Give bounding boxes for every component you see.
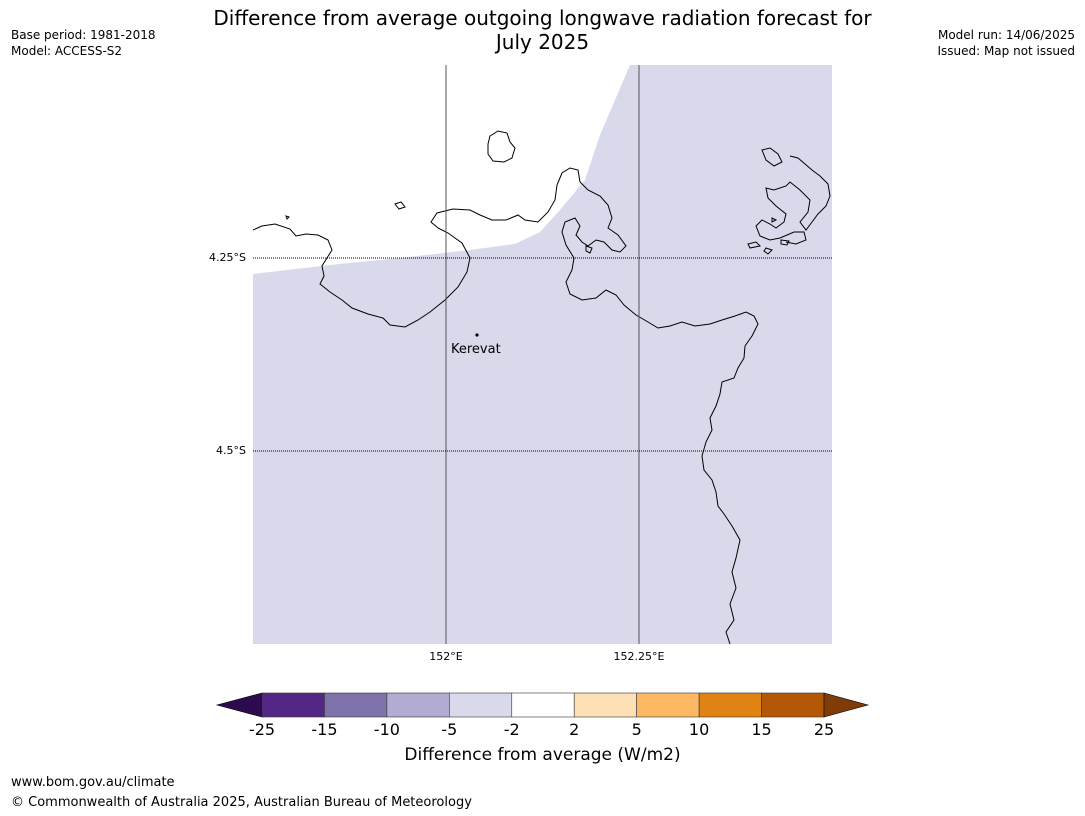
colorbar-extend-min	[215, 692, 263, 718]
issued-status: Issued: Map not issued	[937, 44, 1075, 58]
map-title-line-1: Difference from average outgoing longwav…	[213, 6, 872, 30]
colorbar-bin-6	[636, 692, 700, 718]
colorbar-bin-5	[573, 692, 637, 718]
meta-left: Base period: 1981-2018 Model: ACCESS-S2	[11, 27, 156, 59]
colorbar-bin-4	[511, 692, 575, 718]
lon-label-152: 152°E	[429, 650, 463, 663]
lon-label-152-25: 152.25°E	[613, 650, 665, 663]
colorbar-bin-0	[261, 692, 325, 718]
colorbar-tick: 25	[813, 720, 835, 739]
island-group-ne	[755, 147, 831, 245]
colorbar-tick: -25	[248, 720, 276, 739]
colorbar	[215, 692, 870, 718]
colorbar-tick: -10	[373, 720, 400, 739]
place-marker-kerevat	[475, 333, 479, 337]
colorbar-tick: 5	[631, 720, 642, 739]
colorbar-tick: -15	[311, 720, 338, 739]
coastline-main	[252, 167, 759, 645]
meta-right: Model run: 14/06/2025 Issued: Map not is…	[937, 27, 1075, 59]
colorbar-bin-3	[449, 692, 513, 718]
map-title-line-2: July 2025	[495, 30, 590, 54]
colorbar-bin-1	[324, 692, 388, 718]
colorbar-tick: 2	[569, 720, 580, 739]
footer-copyright: © Commonwealth of Australia 2025, Austra…	[11, 795, 472, 810]
place-label-kerevat: Kerevat	[451, 342, 501, 357]
island-north	[487, 130, 516, 163]
island-small-1	[394, 201, 406, 210]
footer-url[interactable]: www.bom.gov.au/climate	[11, 775, 175, 790]
lat-label-4-25: 4.25°S	[209, 251, 246, 264]
colorbar-label: Difference from average (W/m2)	[404, 745, 681, 765]
colorbar-extend-max	[823, 692, 870, 718]
base-period: Base period: 1981-2018	[11, 28, 156, 42]
model-run: Model run: 14/06/2025	[937, 28, 1075, 42]
model-name: Model: ACCESS-S2	[11, 44, 123, 58]
colorbar-tick: 15	[751, 720, 772, 739]
lat-label-4-5: 4.5°S	[216, 444, 246, 457]
colorbar-bin-8	[761, 692, 825, 718]
island-small-3	[585, 245, 593, 254]
anomaly-fill	[253, 65, 832, 644]
colorbar-tick: 10	[688, 720, 710, 739]
colorbar-tick: -5	[441, 720, 458, 739]
colorbar-tick: -2	[503, 720, 520, 739]
island-small-4	[747, 217, 790, 255]
colorbar-bin-2	[386, 692, 450, 718]
island-small-2	[285, 215, 290, 220]
map-title: Difference from average outgoing longwav…	[0, 6, 1085, 54]
colorbar-bin-7	[698, 692, 762, 718]
